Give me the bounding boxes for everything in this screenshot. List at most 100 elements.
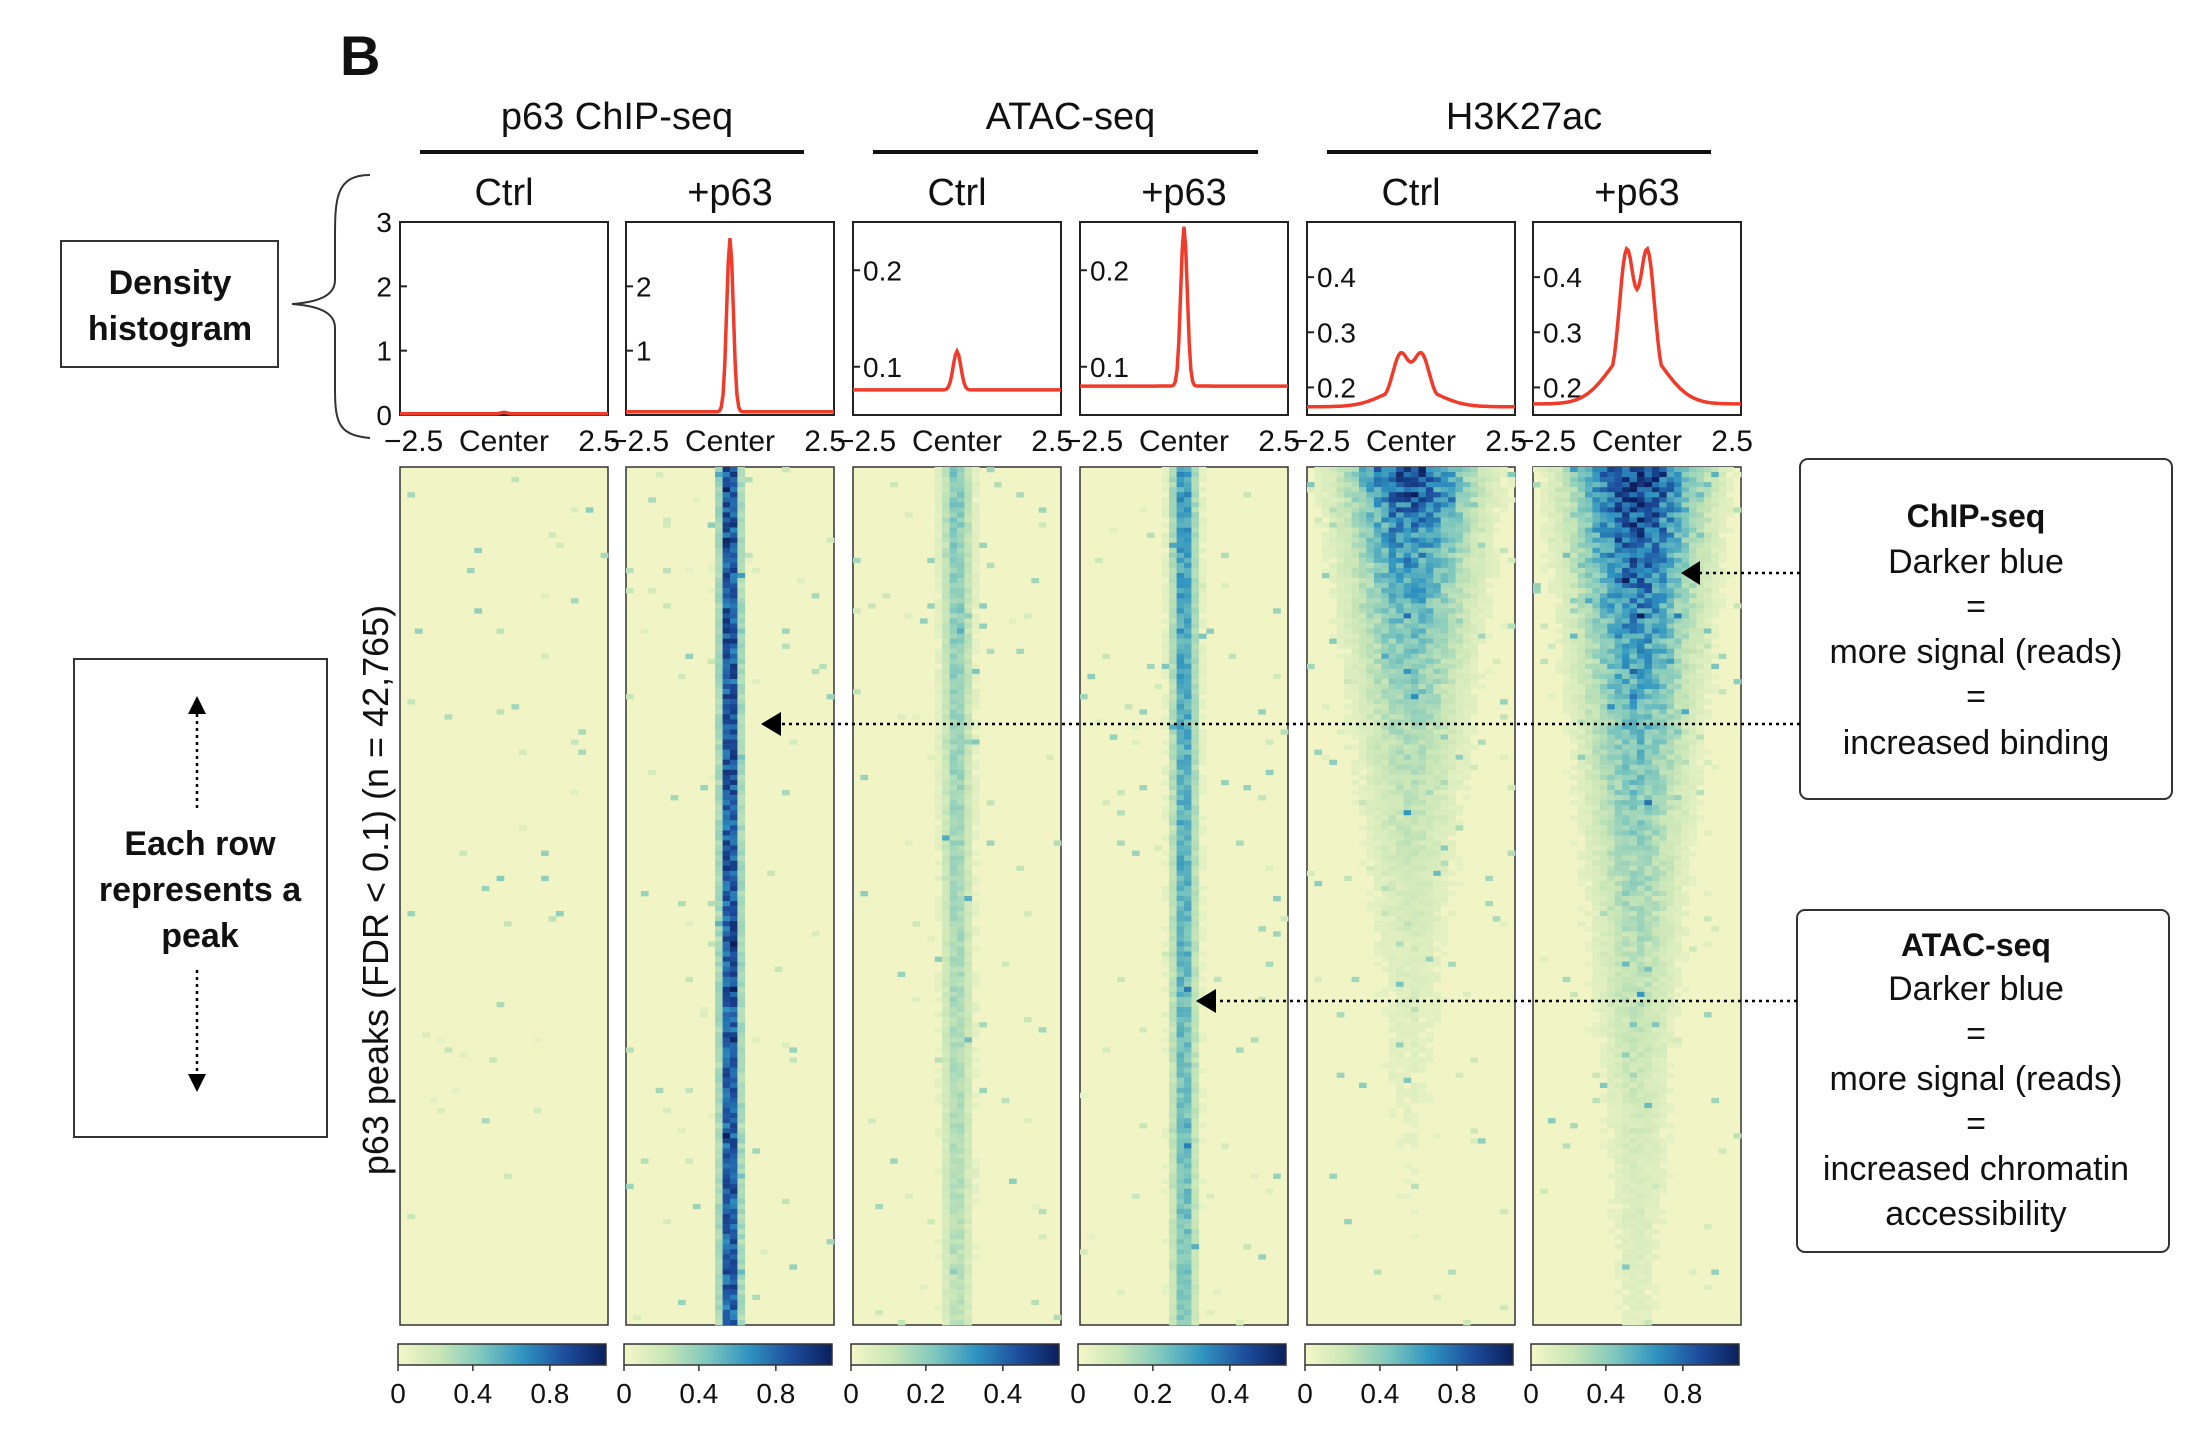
- heatmap-cell: [640, 891, 649, 897]
- heatmap-cell: [1373, 537, 1382, 543]
- heatmap-cell: [1674, 482, 1682, 488]
- heatmap-cell: [1485, 522, 1493, 528]
- heatmap-cell: [949, 1113, 958, 1119]
- heatmap-cell: [1184, 800, 1192, 806]
- heatmap-cell: [1124, 704, 1133, 710]
- heatmap-cell: [1585, 502, 1593, 508]
- heatmap-cell: [737, 991, 746, 998]
- heatmap-cell: [1191, 1128, 1200, 1134]
- heatmap-cell: [971, 906, 980, 912]
- heatmap-cell: [1169, 1264, 1177, 1270]
- heatmap-cell: [722, 1092, 731, 1099]
- heatmap-cell: [949, 1108, 958, 1114]
- heatmap-cell: [1169, 785, 1177, 791]
- heatmap-cell: [1191, 653, 1200, 659]
- heatmap-cell: [715, 1037, 723, 1043]
- heatmap-cell: [1411, 1022, 1419, 1028]
- heatmap-cell: [722, 1133, 731, 1139]
- heatmap-cell: [1373, 502, 1382, 508]
- heatmap-cell: [1425, 704, 1434, 710]
- heatmap-cell: [957, 885, 965, 892]
- heatmap-cell: [1433, 673, 1441, 680]
- heatmap-cell: [1477, 618, 1486, 624]
- colorbar-tick-label: 0: [1070, 1378, 1086, 1409]
- heatmap-cell: [737, 825, 746, 831]
- heatmap-cell: [1191, 1123, 1200, 1129]
- heatmap-cell: [730, 1294, 738, 1300]
- heatmap-cell: [949, 1284, 958, 1290]
- heatmap-cell: [942, 744, 950, 750]
- heatmap-cell: [1176, 467, 1185, 473]
- heatmap-cell: [1696, 492, 1705, 498]
- x-tick-label: 2.5: [1031, 425, 1073, 458]
- heatmap-cell: [1418, 542, 1427, 548]
- heatmap-cell: [1161, 885, 1170, 892]
- heatmap-cell: [1176, 991, 1185, 998]
- heatmap-cell: [1184, 623, 1192, 629]
- heatmap-cell: [1191, 1097, 1200, 1104]
- heatmap-cell: [1336, 537, 1345, 543]
- heatmap-cell: [1425, 971, 1434, 977]
- heatmap-cell: [737, 497, 746, 503]
- heatmap-cell: [949, 739, 958, 745]
- heatmap-cell: [949, 1173, 958, 1179]
- heatmap-cell: [971, 1047, 980, 1053]
- heatmap-cell: [1403, 608, 1412, 614]
- heatmap-cell: [715, 1304, 723, 1311]
- heatmap-cell: [957, 820, 965, 826]
- heatmap-cell: [1176, 1148, 1185, 1154]
- heatmap-cell: [730, 487, 738, 493]
- heatmap-cell: [730, 1143, 738, 1149]
- heatmap-cell: [964, 769, 973, 776]
- heatmap-cell: [1607, 472, 1615, 478]
- heatmap-cell: [1485, 633, 1493, 639]
- heatmap-cell: [1485, 502, 1493, 508]
- heatmap-cell: [1351, 588, 1360, 594]
- heatmap-cell: [1666, 487, 1675, 493]
- heatmap-cell: [1388, 477, 1397, 483]
- heatmap-cell: [1403, 507, 1412, 513]
- heatmap-cell: [1592, 502, 1601, 508]
- heatmap-cell: [1418, 653, 1427, 659]
- heatmap-cell: [957, 1294, 965, 1300]
- heatmap-cell: [1381, 608, 1389, 614]
- heatmap-cell: [1169, 875, 1177, 882]
- heatmap-cell: [1388, 663, 1397, 670]
- heatmap-cell: [715, 532, 723, 538]
- heatmap-cell: [1198, 729, 1207, 735]
- heatmap-cell: [715, 1052, 723, 1058]
- heatmap-cell: [1448, 633, 1456, 639]
- heatmap-cell: [1373, 562, 1382, 569]
- heatmap-cell: [1425, 573, 1434, 579]
- heatmap-cell: [964, 961, 973, 967]
- heatmap-cell: [1359, 754, 1367, 760]
- heatmap-cell: [1184, 684, 1192, 690]
- heatmap-cell: [1314, 472, 1323, 478]
- heatmap-cell: [1381, 830, 1389, 836]
- heatmap-cell: [715, 820, 723, 826]
- heatmap-cell: [1191, 805, 1200, 811]
- heatmap-cell: [730, 1178, 738, 1184]
- heatmap-cell: [1418, 906, 1427, 912]
- heatmap-cell: [715, 921, 723, 927]
- heatmap-cell: [1273, 931, 1281, 937]
- heatmap-cell: [964, 1108, 973, 1114]
- heatmap-cell: [1396, 552, 1404, 559]
- heatmap-cell: [1176, 1047, 1185, 1053]
- heatmap-cell: [934, 916, 943, 922]
- heatmap-cell: [1169, 901, 1177, 907]
- heatmap-cell: [730, 1153, 738, 1159]
- heatmap-cell: [722, 638, 731, 644]
- heatmap-cell: [715, 472, 723, 478]
- heatmap-cell: [1433, 1012, 1441, 1018]
- x-tick-label: 2.5: [1485, 425, 1527, 458]
- heatmap-cell: [1359, 825, 1367, 831]
- heatmap-cell: [722, 1052, 731, 1058]
- heatmap-cell: [949, 1047, 958, 1053]
- heatmap-cell: [1448, 820, 1456, 826]
- heatmap-cell: [1161, 467, 1170, 473]
- heatmap-cell: [730, 608, 738, 614]
- heatmap-cell: [730, 885, 738, 892]
- heatmap-cell: [715, 1002, 723, 1008]
